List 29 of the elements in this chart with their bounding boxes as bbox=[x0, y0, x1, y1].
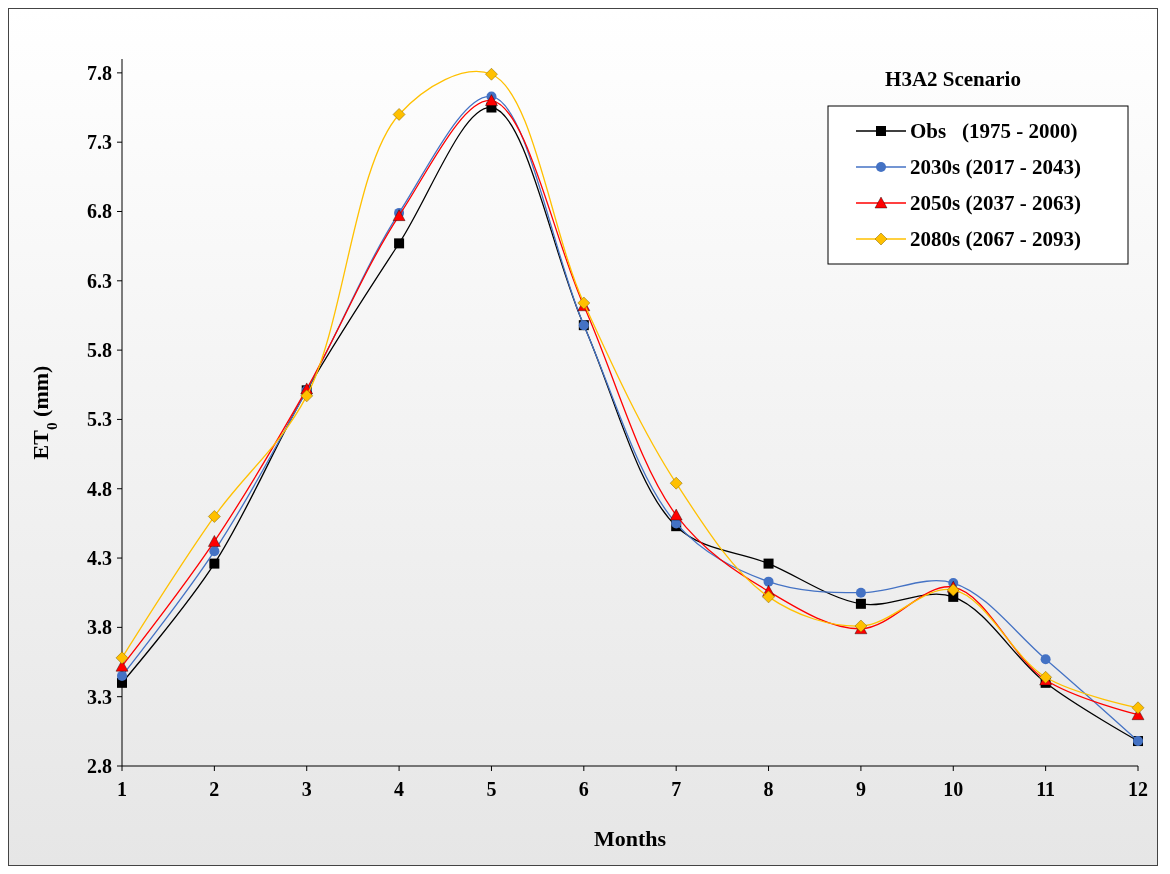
y-tick-label: 5.8 bbox=[87, 339, 112, 362]
x-tick-label: 8 bbox=[763, 778, 774, 800]
y-tick-label: 3.8 bbox=[87, 616, 112, 639]
x-tick-label: 10 bbox=[943, 778, 964, 800]
x-tick-label: 4 bbox=[394, 778, 405, 800]
x-tick-label: 2 bbox=[209, 778, 220, 800]
x-tick-label: 12 bbox=[1128, 778, 1148, 800]
x-tick-label: 3 bbox=[301, 778, 312, 800]
x-tick-label: 6 bbox=[578, 778, 589, 800]
legend-label: 2080s (2067 - 2093) bbox=[910, 227, 1081, 252]
legend-label: Obs (1975 - 2000) bbox=[910, 119, 1078, 144]
legend-title: H3A2 Scenario bbox=[885, 67, 1021, 91]
y-tick-label: 4.8 bbox=[87, 477, 112, 500]
y-tick-label: 7.8 bbox=[87, 61, 112, 84]
legend-label: 2030s (2017 - 2043) bbox=[910, 155, 1081, 180]
y-tick-label: 2.8 bbox=[87, 755, 112, 777]
legend-label: 2050s (2037 - 2063) bbox=[910, 191, 1081, 216]
y-tick-label: 5.3 bbox=[87, 408, 112, 431]
x-tick-label: 11 bbox=[1036, 778, 1056, 800]
y-tick-label: 4.3 bbox=[87, 547, 112, 570]
x-tick-label: 9 bbox=[855, 778, 866, 800]
x-axis-title: Months bbox=[593, 826, 667, 851]
y-tick-label: 3.3 bbox=[87, 685, 112, 708]
x-tick-label: 1 bbox=[117, 778, 127, 800]
y-tick-label: 7.3 bbox=[87, 131, 112, 154]
y-tick-label: 6.3 bbox=[87, 269, 112, 292]
x-tick-label: 7 bbox=[671, 778, 682, 800]
x-tick-label: 5 bbox=[486, 778, 497, 800]
y-tick-label: 6.8 bbox=[87, 200, 112, 223]
